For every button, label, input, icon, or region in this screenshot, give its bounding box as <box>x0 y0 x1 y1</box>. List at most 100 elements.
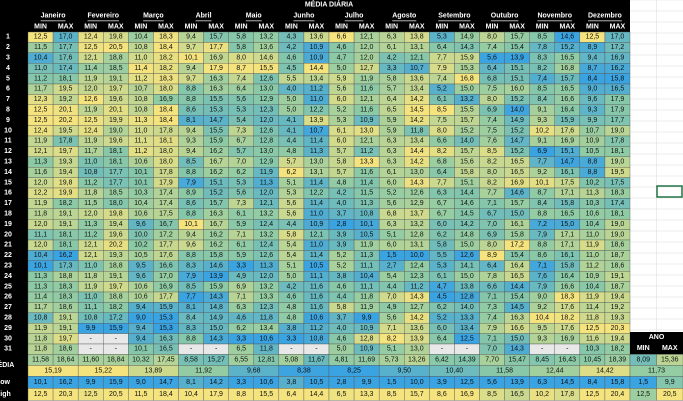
cell-value: 11,3 <box>586 190 599 197</box>
cell-value: 7,6 <box>537 273 547 280</box>
cell-value: 19,0 <box>109 127 123 134</box>
cell-value: 19,3 <box>109 252 123 259</box>
cell-value: 14,6 <box>209 263 223 270</box>
row-label: 15 <box>4 179 12 186</box>
cell-value: 10,9 <box>310 44 324 51</box>
cell-value: 20,2 <box>59 117 73 124</box>
cell-value: 6,7 <box>236 138 246 145</box>
cell-value: 18,0 <box>159 86 173 93</box>
cell-value: 15,0 <box>209 325 223 332</box>
cell-value: 10,7 <box>134 86 148 93</box>
cell-value: 13,0 <box>310 159 324 166</box>
cell-value: 14,7 <box>510 138 524 145</box>
cell-value: 5,7 <box>337 148 347 155</box>
cell-value: 10,3 <box>134 190 148 197</box>
cell-value: 15,1 <box>510 75 524 82</box>
cell-value: 12,7 <box>360 65 374 72</box>
cell-value: 5,6 <box>287 211 297 218</box>
cell-value: 11,9 <box>360 75 373 82</box>
cell-value: 14,7 <box>560 159 574 166</box>
selected-cell[interactable] <box>656 185 683 198</box>
cell-value: 10,1 <box>535 179 549 186</box>
cell-value: 8,0 <box>487 242 497 249</box>
cell-value: 13,9 <box>510 379 524 386</box>
cell-value: 8,5 <box>537 86 547 93</box>
cell-value: 15,3 <box>159 325 173 332</box>
cell-value: 13,2 <box>259 231 273 238</box>
cell-value: 11,5 <box>34 44 47 51</box>
cell-value: 6,1 <box>236 242 246 249</box>
row-label: 29 <box>4 325 12 332</box>
cell-value: 8,0 <box>487 34 497 41</box>
cell-value: 10,6 <box>259 335 273 342</box>
cell-value: 5,8 <box>236 34 246 41</box>
cell-value: 7,1 <box>487 294 497 301</box>
cell-value: 5,73 <box>385 356 399 363</box>
cell-value: 4,6 <box>337 283 347 290</box>
cell-value: 14,4 <box>510 283 524 290</box>
cell-value: 10,1 <box>34 263 48 270</box>
cell-value: 7,0 <box>487 346 497 353</box>
cell-value: 12,1 <box>360 96 374 103</box>
cell-value: 15,22 <box>94 367 112 374</box>
cell-value: 15,2 <box>560 44 574 51</box>
row-label-bg <box>0 32 28 401</box>
cell-value: 6,2 <box>287 169 297 176</box>
cell-value: 13,1 <box>410 44 424 51</box>
cell-value: 14,3 <box>410 179 424 186</box>
subheader: MIN <box>435 24 448 31</box>
cell-value: 6,0 <box>337 96 347 103</box>
cell-value: 19,4 <box>59 169 73 176</box>
cell-value: 6,0 <box>387 242 397 249</box>
cell-value: 6,6 <box>487 283 497 290</box>
cell-value: 7,5 <box>487 86 497 93</box>
cell-value: 14,0 <box>510 107 524 114</box>
cell-value: 17,0 <box>611 34 625 41</box>
cell-value: 15,9 <box>159 304 173 311</box>
cell-value: 13,6 <box>410 75 424 82</box>
cell-value: 11,4 <box>310 200 323 207</box>
cell-value: 12,4 <box>84 127 98 134</box>
cell-value: 4,8 <box>337 179 347 186</box>
cell-value: 13,0 <box>259 86 273 93</box>
cell-value: 18,6 <box>59 346 73 353</box>
cell-value: 19,5 <box>611 169 625 176</box>
cell-value: 20,5 <box>109 391 123 398</box>
cell-value: 8,38 <box>297 367 311 374</box>
cell-value: 17,4 <box>159 200 173 207</box>
cell-value: 11,9 <box>84 283 97 290</box>
cell-value: 6,2 <box>437 304 447 311</box>
cell-value: 10,2 <box>535 127 549 134</box>
cell-value: 6,9 <box>236 283 246 290</box>
cell-value: 9,4 <box>136 335 146 342</box>
cell-value: 17,6 <box>159 252 173 259</box>
cell-value: 11,1 <box>360 263 373 270</box>
cell-value: 1,5 <box>638 379 648 386</box>
cell-value: 11,4 <box>134 65 147 72</box>
cell-value: 12,6 <box>259 75 273 82</box>
cell-value: 18,6 <box>611 263 625 270</box>
cell-value: 8,8 <box>537 242 547 249</box>
cell-value: 8,5 <box>487 148 497 155</box>
cell-value: 15,27 <box>207 356 225 363</box>
cell-value: 3,3 <box>387 65 397 72</box>
cell-value: 11,2 <box>310 325 323 332</box>
cell-value: 11,9 <box>34 325 47 332</box>
cell-value: 20,2 <box>109 242 123 249</box>
cell-value: 15,5 <box>209 96 223 103</box>
cell-value: 6,0 <box>387 179 397 186</box>
cell-value: 5,1 <box>387 346 397 353</box>
cell-value: 9,4 <box>136 304 146 311</box>
cell-value: 19,1 <box>611 273 625 280</box>
cell-value: 13,9 <box>410 335 424 342</box>
cell-value: 19,6 <box>109 138 123 145</box>
cell-value: 13,3 <box>360 391 374 398</box>
cell-value: 10,5 <box>310 263 324 270</box>
cell-value: 9,0 <box>537 294 547 301</box>
cell-value: 5,6 <box>287 200 297 207</box>
cell-value: 19,7 <box>109 283 123 290</box>
cell-value: 17,2 <box>611 44 625 51</box>
cell-value: 12,5 <box>34 34 48 41</box>
cell-value: 13,6 <box>410 325 424 332</box>
